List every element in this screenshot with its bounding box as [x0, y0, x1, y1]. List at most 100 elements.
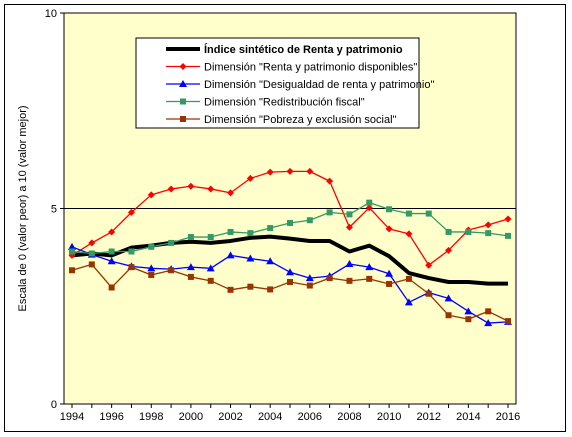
data-point — [266, 257, 275, 265]
legend-swatch-marker — [179, 80, 187, 87]
data-point — [346, 211, 353, 218]
series-layer — [68, 167, 512, 327]
data-point — [148, 271, 155, 278]
data-point — [444, 294, 453, 302]
data-point — [108, 284, 115, 291]
data-point — [246, 174, 254, 182]
data-point — [286, 167, 294, 175]
x-tick-label: 2016 — [496, 411, 520, 423]
data-point — [465, 316, 472, 323]
x-tick-label: 1994 — [60, 411, 84, 423]
data-point — [227, 189, 235, 197]
x-tick-label: 2002 — [218, 411, 242, 423]
data-point — [366, 199, 373, 206]
series-1 — [68, 167, 512, 269]
data-point — [128, 248, 135, 255]
x-tick-label: 1998 — [139, 411, 163, 423]
data-point — [485, 308, 492, 315]
data-point — [147, 191, 155, 199]
data-point — [108, 228, 116, 236]
data-point — [68, 242, 76, 250]
x-tick-label: 2006 — [298, 411, 322, 423]
data-point — [167, 185, 175, 193]
y-tick-label: 0 — [51, 399, 57, 411]
data-point — [484, 221, 492, 229]
data-point — [287, 279, 293, 286]
data-point — [484, 319, 493, 327]
data-point — [465, 228, 472, 235]
data-point — [405, 230, 413, 238]
data-point — [187, 234, 194, 241]
data-point — [107, 257, 116, 265]
data-point — [305, 274, 314, 282]
legend: Índice sintético de Renta y patrimonio Di… — [135, 37, 434, 129]
data-point — [287, 219, 293, 226]
series-0 — [71, 234, 508, 286]
data-point — [326, 177, 334, 185]
data-point — [88, 239, 96, 247]
data-point — [306, 217, 313, 224]
data-point — [247, 283, 254, 290]
data-point — [445, 312, 452, 319]
data-point — [286, 268, 294, 276]
x-tick-label: 2010 — [377, 411, 401, 423]
data-point — [425, 261, 433, 269]
legend-entry-label: Dimensión "Renta y patrimonio disponible… — [204, 62, 417, 74]
data-point — [187, 273, 194, 280]
legend-entry-label: Dimensión "Redistribución fiscal" — [204, 97, 365, 109]
data-point — [168, 239, 175, 246]
data-point — [168, 267, 175, 274]
data-point — [128, 264, 135, 271]
data-point — [226, 251, 235, 259]
legend-swatch-marker — [180, 98, 186, 105]
data-point — [366, 275, 373, 282]
data-point — [147, 264, 156, 272]
x-tick-label: 2008 — [337, 411, 361, 423]
x-tick-label: 2014 — [456, 411, 480, 423]
x-tick-label: 1996 — [99, 411, 123, 423]
data-point — [485, 230, 492, 237]
data-point — [404, 298, 413, 306]
data-point — [346, 277, 353, 284]
data-point — [405, 275, 412, 282]
y-tick-label: 5 — [51, 204, 57, 216]
x-tick-label: 2000 — [179, 411, 203, 423]
data-point — [246, 254, 255, 262]
data-point — [385, 269, 394, 277]
y-axis-label: Escala de 0 (valor peor) a 10 (valor mej… — [17, 105, 29, 311]
data-point — [88, 250, 95, 257]
legend-swatch-marker — [179, 63, 187, 70]
y-tick-label: 10 — [45, 8, 57, 20]
data-point — [425, 210, 432, 217]
series-line — [71, 234, 508, 286]
data-point — [326, 275, 333, 282]
data-point — [505, 232, 511, 239]
data-point — [266, 168, 274, 176]
series-3 — [69, 199, 511, 257]
data-point — [207, 185, 215, 193]
data-point — [345, 260, 354, 268]
legend-entry-label: Dimensión "Desigualdad de renta y patrim… — [204, 79, 434, 91]
data-point — [345, 223, 353, 231]
data-point — [187, 182, 195, 190]
data-point — [69, 248, 75, 255]
x-tick-label: 2012 — [416, 411, 440, 423]
legend-swatch-marker — [180, 116, 186, 122]
data-point — [69, 267, 75, 274]
data-point — [365, 263, 374, 271]
data-point — [227, 228, 234, 235]
series-4 — [69, 261, 511, 325]
data-point — [386, 206, 393, 213]
data-point — [505, 318, 511, 325]
data-point — [207, 234, 214, 241]
legend-entry-label: Índice sintético de Renta y patrimonio — [204, 43, 403, 56]
data-point — [504, 215, 512, 223]
data-point — [186, 263, 195, 271]
data-point — [386, 280, 393, 287]
data-point — [207, 277, 214, 284]
x-tick-label: 2004 — [258, 411, 282, 423]
data-point — [405, 210, 412, 217]
data-point — [247, 230, 254, 237]
data-point — [306, 167, 314, 175]
